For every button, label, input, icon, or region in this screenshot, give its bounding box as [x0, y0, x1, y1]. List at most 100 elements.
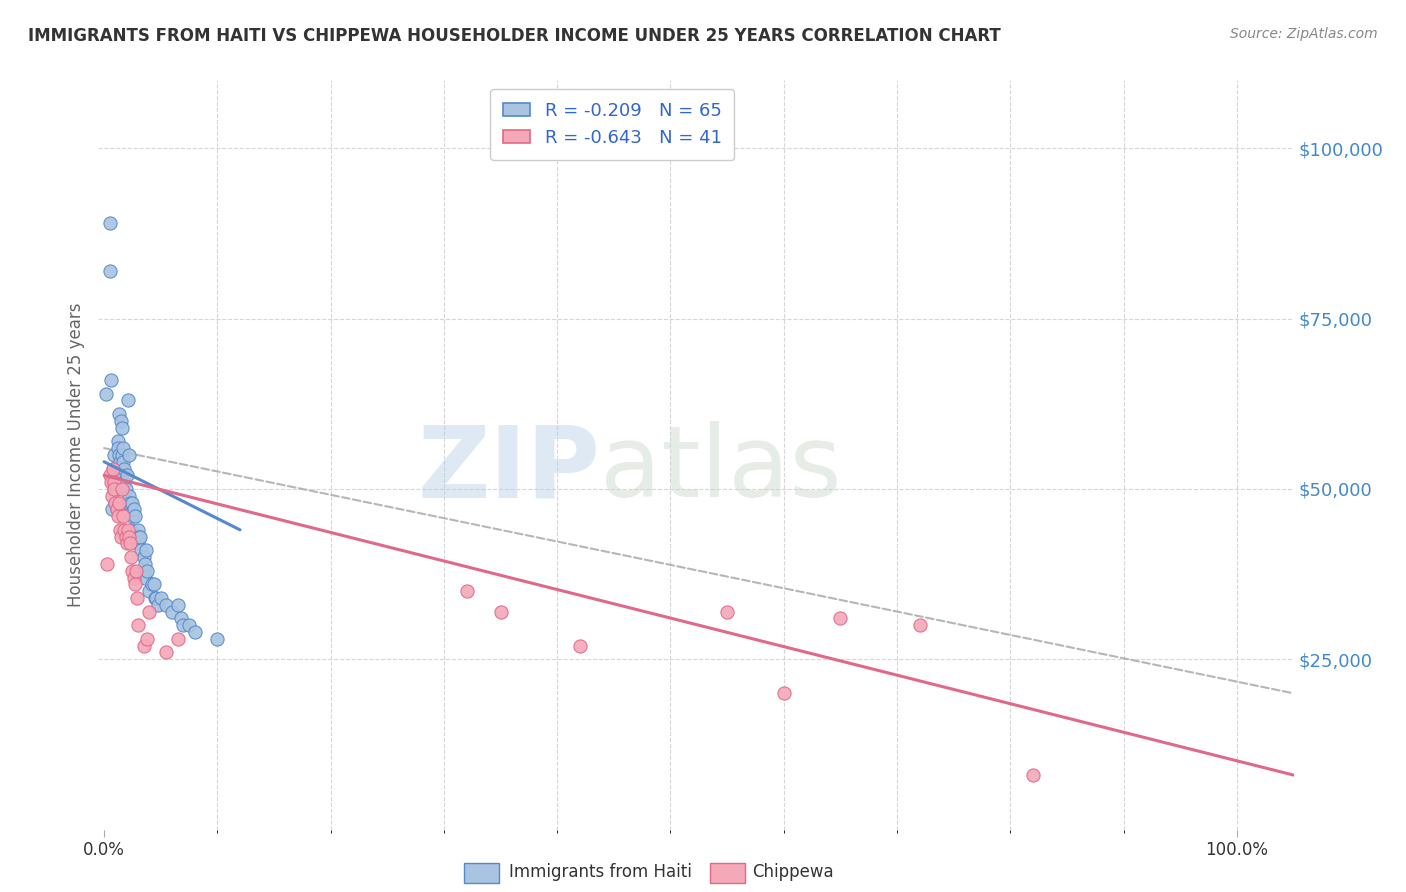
- Point: [115, 468, 138, 483]
- Point: [118, 530, 141, 544]
- Point: [100, 373, 122, 387]
- Point: [117, 523, 139, 537]
- Point: [183, 625, 205, 640]
- Point: [772, 686, 794, 700]
- Point: [132, 639, 155, 653]
- Point: [122, 502, 145, 516]
- Point: [160, 605, 183, 619]
- Point: [134, 557, 156, 571]
- Point: [716, 605, 738, 619]
- Point: [115, 495, 138, 509]
- Text: Source: ZipAtlas.com: Source: ZipAtlas.com: [1230, 27, 1378, 41]
- Point: [108, 461, 131, 475]
- Point: [103, 475, 125, 490]
- Point: [103, 448, 125, 462]
- Point: [121, 509, 143, 524]
- Point: [120, 536, 142, 550]
- Point: [112, 509, 135, 524]
- Legend: R = -0.209   N = 65, R = -0.643   N = 41: R = -0.209 N = 65, R = -0.643 N = 41: [491, 89, 734, 160]
- Point: [166, 632, 188, 646]
- Point: [142, 577, 165, 591]
- Point: [112, 455, 135, 469]
- Point: [121, 495, 143, 509]
- Point: [108, 448, 131, 462]
- Point: [110, 530, 132, 544]
- Point: [96, 557, 118, 571]
- Text: IMMIGRANTS FROM HAITI VS CHIPPEWA HOUSEHOLDER INCOME UNDER 25 YEARS CORRELATION : IMMIGRANTS FROM HAITI VS CHIPPEWA HOUSEH…: [28, 27, 1001, 45]
- Point: [107, 434, 129, 449]
- Point: [143, 591, 166, 605]
- Point: [108, 455, 131, 469]
- Point: [125, 530, 148, 544]
- Point: [96, 386, 118, 401]
- Point: [456, 584, 478, 599]
- Point: [111, 448, 134, 462]
- Point: [104, 495, 127, 509]
- Point: [101, 502, 124, 516]
- Point: [104, 468, 127, 483]
- Point: [101, 475, 124, 490]
- Point: [155, 598, 177, 612]
- Point: [131, 543, 153, 558]
- Point: [114, 530, 136, 544]
- Point: [115, 536, 138, 550]
- Point: [111, 420, 134, 434]
- Point: [489, 605, 512, 619]
- Point: [908, 618, 931, 632]
- Point: [134, 570, 156, 584]
- Point: [1022, 768, 1045, 782]
- Point: [568, 639, 591, 653]
- Point: [118, 448, 141, 462]
- Point: [107, 441, 129, 455]
- Point: [207, 632, 229, 646]
- Point: [155, 645, 177, 659]
- Point: [127, 523, 149, 537]
- Point: [121, 564, 143, 578]
- Point: [125, 564, 148, 578]
- Point: [110, 468, 132, 483]
- Point: [103, 482, 125, 496]
- Point: [98, 468, 121, 483]
- Y-axis label: Householder Income Under 25 years: Householder Income Under 25 years: [66, 302, 84, 607]
- Point: [110, 414, 132, 428]
- Point: [98, 264, 121, 278]
- Point: [114, 482, 136, 496]
- Point: [132, 564, 155, 578]
- Point: [118, 489, 141, 503]
- Point: [135, 543, 157, 558]
- Point: [108, 407, 131, 421]
- Point: [170, 611, 193, 625]
- Point: [127, 536, 149, 550]
- Text: Immigrants from Haiti: Immigrants from Haiti: [509, 863, 692, 881]
- Point: [129, 530, 152, 544]
- Point: [114, 461, 136, 475]
- Point: [124, 577, 146, 591]
- Point: [120, 523, 142, 537]
- Point: [117, 393, 139, 408]
- Point: [132, 550, 155, 565]
- Point: [101, 461, 124, 475]
- Point: [166, 598, 188, 612]
- Point: [98, 216, 121, 230]
- Point: [138, 605, 160, 619]
- Point: [104, 495, 127, 509]
- Point: [114, 475, 136, 490]
- Point: [125, 591, 148, 605]
- Point: [120, 550, 142, 565]
- Point: [105, 502, 128, 516]
- Point: [114, 523, 136, 537]
- Point: [111, 482, 134, 496]
- Point: [112, 441, 135, 455]
- Point: [177, 618, 200, 632]
- Text: atlas: atlas: [600, 421, 842, 518]
- Point: [107, 509, 129, 524]
- Point: [128, 530, 150, 544]
- Point: [830, 611, 852, 625]
- Point: [136, 632, 159, 646]
- Point: [120, 495, 142, 509]
- Point: [108, 523, 131, 537]
- Point: [127, 618, 149, 632]
- Point: [141, 577, 163, 591]
- Point: [122, 570, 145, 584]
- Point: [172, 618, 194, 632]
